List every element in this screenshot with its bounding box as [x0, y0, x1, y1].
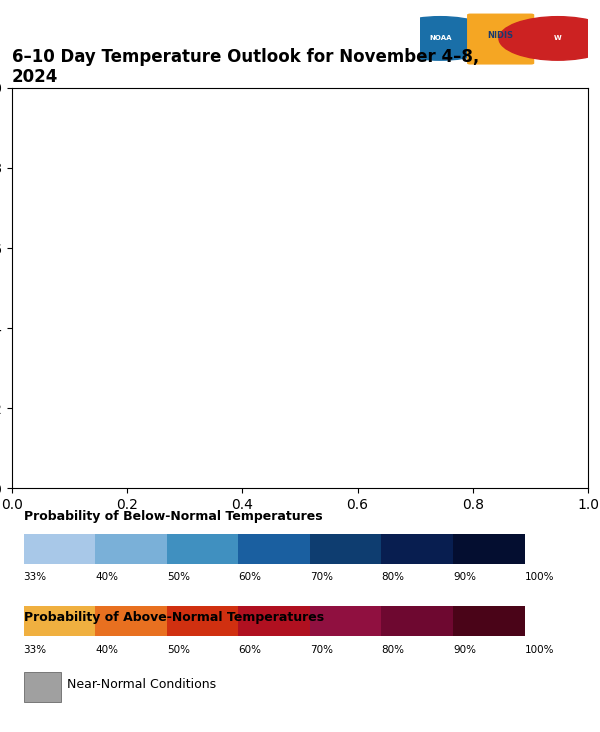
Text: 70%: 70%	[310, 572, 333, 582]
Text: 6–10 Day Temperature Outlook for November 4–8,
2024: 6–10 Day Temperature Outlook for Novembe…	[12, 48, 479, 86]
Circle shape	[499, 17, 600, 60]
Text: 90%: 90%	[453, 645, 476, 654]
Text: 33%: 33%	[23, 645, 47, 654]
Text: NOAA: NOAA	[429, 35, 451, 42]
Bar	[453, 534, 524, 564]
Bar	[382, 534, 453, 564]
Bar	[310, 606, 382, 636]
Text: 50%: 50%	[167, 645, 190, 654]
Bar	[23, 534, 95, 564]
Text: 60%: 60%	[238, 572, 261, 582]
Text: Probability of Above-Normal Temperatures: Probability of Above-Normal Temperatures	[23, 610, 323, 624]
Text: 90%: 90%	[453, 572, 476, 582]
Text: 100%: 100%	[524, 645, 554, 654]
Text: 50%: 50%	[167, 572, 190, 582]
Text: 60%: 60%	[238, 645, 261, 654]
Text: W: W	[554, 35, 562, 42]
Bar	[310, 534, 382, 564]
Text: 40%: 40%	[95, 572, 118, 582]
Bar	[238, 534, 310, 564]
Text: 100%: 100%	[524, 572, 554, 582]
FancyBboxPatch shape	[467, 14, 534, 64]
Bar	[167, 606, 238, 636]
Bar	[23, 606, 95, 636]
Text: Probability of Below-Normal Temperatures: Probability of Below-Normal Temperatures	[23, 510, 322, 523]
Bar	[382, 606, 453, 636]
Text: 80%: 80%	[382, 645, 404, 654]
Bar	[95, 534, 167, 564]
Text: 80%: 80%	[382, 572, 404, 582]
Circle shape	[382, 17, 499, 60]
Bar	[95, 606, 167, 636]
Text: Near-Normal Conditions: Near-Normal Conditions	[67, 678, 216, 691]
Bar	[238, 606, 310, 636]
Bar	[23, 673, 61, 703]
Text: 70%: 70%	[310, 645, 333, 654]
Text: NIDIS: NIDIS	[488, 31, 514, 40]
Text: 40%: 40%	[95, 645, 118, 654]
Bar	[167, 534, 238, 564]
Text: 33%: 33%	[23, 572, 47, 582]
Bar	[453, 606, 524, 636]
